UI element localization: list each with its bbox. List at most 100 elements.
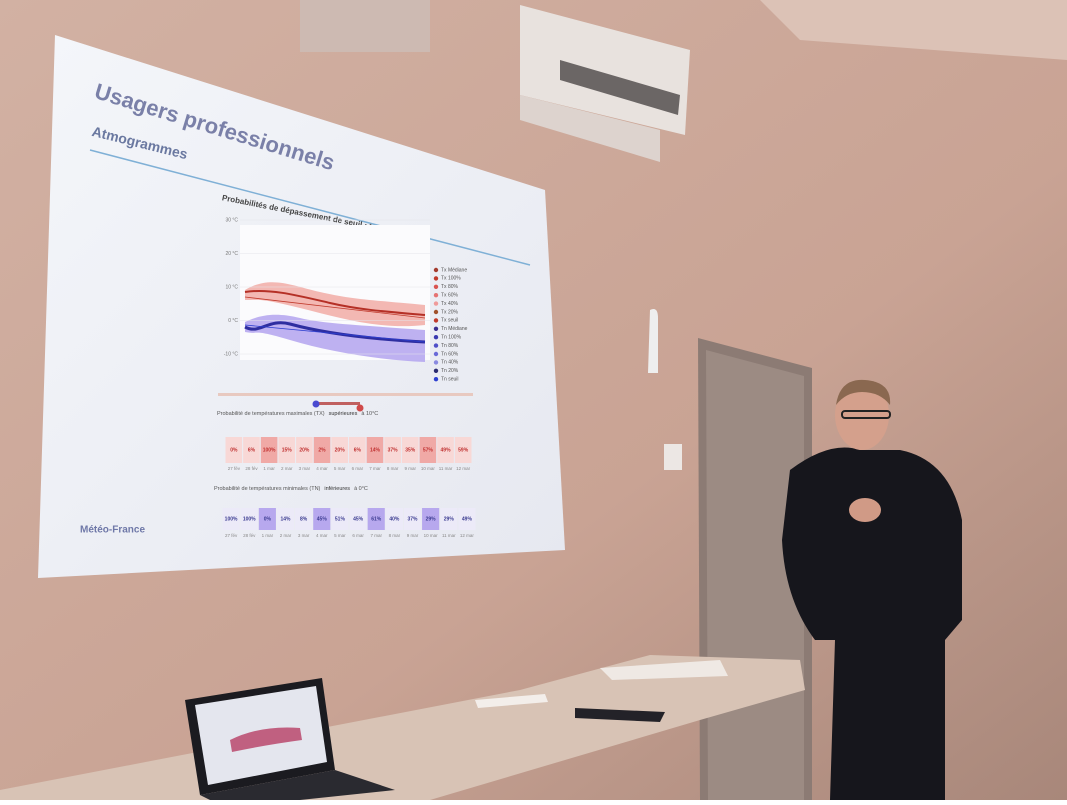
legend-marker — [433, 326, 439, 331]
probability-value: 59% — [458, 447, 469, 453]
date-label: 8 mar — [387, 466, 399, 471]
date-label: 11 mar — [442, 533, 456, 538]
ceiling — [760, 0, 1067, 60]
probability-cell — [331, 508, 349, 530]
probability-cell — [385, 508, 403, 530]
legend-marker — [433, 318, 439, 323]
date-label: 10 mar — [421, 466, 436, 471]
probability-value: 51% — [335, 516, 346, 522]
row-threshold: à 10°C — [361, 411, 378, 417]
probability-cell — [403, 508, 422, 530]
legend-label: Tx 40% — [441, 301, 459, 307]
date-label: 9 mar — [404, 466, 416, 471]
legend-label: Tx 80% — [441, 284, 459, 290]
legend-marker — [433, 276, 439, 281]
row-label-text: Probabilité de températures maximales (T… — [217, 411, 325, 417]
probability-value: 6% — [354, 447, 362, 453]
probability-cell — [276, 508, 295, 530]
legend-marker — [433, 335, 439, 340]
probability-cell — [419, 437, 437, 463]
legend-label: Tn 100% — [441, 335, 462, 341]
presenter — [782, 379, 962, 800]
probability-cell — [222, 508, 240, 530]
legend-marker — [433, 343, 439, 348]
probability-value: 0% — [230, 447, 238, 453]
probability-value: 45% — [317, 516, 328, 522]
legend-label: Tn 40% — [441, 360, 459, 366]
probability-value: 8% — [300, 516, 308, 522]
date-label: 2 mar — [281, 466, 293, 471]
probability-cell — [258, 508, 276, 530]
tn-median — [244, 321, 426, 344]
probability-value: 45% — [353, 516, 364, 522]
date-label: 27 fév — [228, 466, 241, 471]
legend-label: Tn 60% — [441, 351, 459, 357]
slider-handle — [356, 404, 364, 412]
tn-threshold — [244, 324, 426, 343]
probability-value: 29% — [444, 516, 455, 522]
probability-value: 100% — [225, 516, 238, 522]
probability-value: 14% — [370, 447, 381, 453]
date-label: 3 mar — [298, 533, 310, 538]
legend-label: Tn Médiane — [441, 326, 468, 332]
slider-handle — [312, 400, 320, 408]
laptop-keyboard — [200, 770, 395, 800]
y-axis-label: 0 °C — [228, 318, 238, 324]
probability-value: 6% — [248, 447, 256, 453]
probability-value: 49% — [441, 447, 452, 453]
glasses — [841, 410, 891, 419]
date-label: 1 mar — [262, 533, 274, 538]
probability-value: 29% — [426, 516, 437, 522]
plot — [218, 225, 473, 412]
legend-label: Tn 80% — [441, 343, 459, 349]
date-label: 5 mar — [334, 533, 346, 538]
date-label: 6 mar — [352, 533, 364, 538]
cable — [648, 309, 658, 373]
y-axis-label: 10 °C — [225, 284, 238, 290]
probability-value: 61% — [371, 516, 382, 522]
legend-label: Tx seuil — [441, 318, 458, 324]
probability-value: 37% — [388, 447, 399, 453]
probability-cell — [366, 437, 384, 463]
date-label: 5 mar — [334, 466, 346, 471]
presenter-head — [835, 380, 889, 450]
probability-cell — [367, 508, 385, 530]
probability-cell — [313, 508, 331, 530]
legend-marker — [433, 301, 439, 306]
legend-marker — [433, 309, 439, 315]
probability-cell — [313, 437, 331, 463]
probability-value: 35% — [405, 447, 416, 453]
legend-marker — [433, 284, 439, 289]
probability-cell — [458, 508, 476, 530]
notebook — [575, 708, 665, 722]
probability-value: 49% — [462, 516, 473, 522]
date-label: 12 mar — [456, 466, 471, 471]
date-label: 27 fév — [225, 533, 238, 538]
title-underline — [89, 149, 531, 266]
probability-cell — [278, 437, 296, 463]
row-label: Probabilité de températures minimales (T… — [214, 486, 368, 492]
slide-footer: Météo-France — [80, 525, 145, 536]
laptop — [185, 678, 395, 800]
legend-label: Tx Médiane — [441, 267, 467, 273]
probability-value: 57% — [423, 447, 434, 453]
legend-label: Tx 20% — [441, 309, 459, 315]
probability-value: 0% — [264, 516, 272, 522]
probability-value: 2% — [318, 447, 326, 453]
probability-value: 100% — [243, 516, 256, 522]
date-label: 9 mar — [407, 533, 419, 538]
date-label: 8 mar — [389, 533, 401, 538]
probability-cell — [454, 437, 472, 463]
probability-cell — [243, 437, 260, 463]
presenter-hair — [836, 379, 891, 405]
legend-marker — [433, 360, 439, 365]
date-label: 3 mar — [299, 466, 311, 471]
date-label: 4 mar — [316, 533, 328, 538]
probability-cell — [437, 437, 454, 463]
probability-cell — [240, 508, 258, 530]
range-slider — [218, 393, 473, 396]
date-label: 28 fév — [245, 466, 258, 471]
date-label: 7 mar — [369, 466, 381, 471]
